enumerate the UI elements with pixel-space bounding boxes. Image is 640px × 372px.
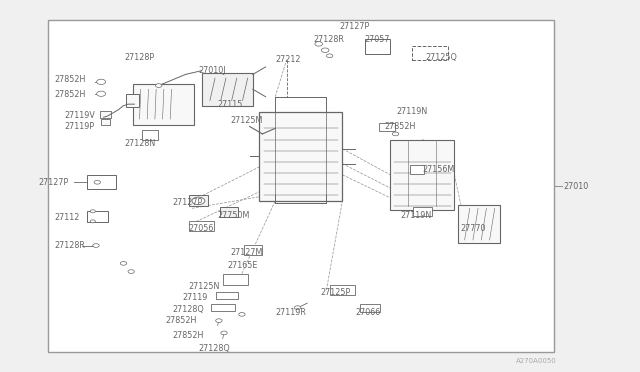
Bar (413, 46, 448, 60)
Text: 27852H: 27852H (384, 122, 415, 131)
Bar (202, 73, 253, 106)
Circle shape (94, 180, 100, 184)
Bar (413, 207, 432, 216)
Bar (101, 119, 110, 125)
Bar (216, 292, 238, 299)
Text: 27057: 27057 (365, 35, 390, 44)
Bar (365, 39, 390, 54)
Circle shape (315, 42, 323, 46)
Circle shape (239, 312, 245, 316)
Circle shape (93, 244, 99, 247)
Bar (189, 195, 208, 206)
Bar (330, 285, 355, 295)
Text: 27010: 27010 (563, 182, 588, 190)
Text: 27127P: 27127P (339, 22, 369, 31)
Text: 27010J: 27010J (198, 66, 226, 75)
Text: 27125M: 27125M (230, 116, 263, 125)
Circle shape (192, 197, 205, 205)
Text: 27128P: 27128P (125, 53, 155, 62)
Bar (189, 221, 214, 231)
Bar (126, 94, 139, 107)
Circle shape (156, 84, 162, 87)
Text: 27119V: 27119V (64, 111, 95, 120)
Circle shape (221, 331, 227, 335)
Circle shape (120, 262, 127, 265)
Text: 27127P: 27127P (173, 198, 203, 207)
Bar (360, 304, 380, 312)
Bar (48, 20, 554, 352)
Text: 27852H: 27852H (165, 316, 196, 325)
Text: 27128Q: 27128Q (173, 305, 205, 314)
Text: A270A0050: A270A0050 (516, 358, 557, 364)
Bar (211, 304, 235, 311)
Circle shape (97, 91, 106, 96)
Text: 27128Q: 27128Q (198, 344, 230, 353)
Text: 27852H: 27852H (173, 331, 204, 340)
Text: 27125P: 27125P (320, 288, 350, 296)
Circle shape (321, 48, 329, 52)
Bar (410, 164, 424, 174)
Text: 27770: 27770 (461, 224, 486, 233)
Circle shape (294, 306, 301, 310)
Text: 27112: 27112 (54, 213, 80, 222)
Text: 27128N: 27128N (125, 139, 156, 148)
Text: 27056: 27056 (189, 224, 214, 233)
Bar (87, 211, 108, 222)
Text: 27119N: 27119N (397, 107, 428, 116)
Circle shape (90, 210, 95, 213)
Bar (380, 123, 396, 131)
Text: 27119: 27119 (182, 293, 208, 302)
Bar (458, 205, 499, 243)
Bar (223, 274, 248, 285)
Bar (100, 111, 111, 118)
Text: 27750M: 27750M (218, 211, 250, 220)
Circle shape (128, 270, 134, 273)
Circle shape (326, 54, 333, 58)
Circle shape (90, 220, 95, 223)
Circle shape (392, 132, 399, 136)
Text: 27128R: 27128R (54, 241, 85, 250)
Text: 27156M: 27156M (422, 165, 454, 174)
Text: 27852H: 27852H (54, 76, 86, 84)
Text: 27127P: 27127P (38, 178, 68, 187)
Circle shape (216, 319, 222, 323)
Text: 27125N: 27125N (189, 282, 220, 291)
Text: 27127M: 27127M (230, 248, 263, 257)
Bar (87, 175, 115, 189)
Text: 27115: 27115 (218, 100, 243, 109)
Bar (220, 207, 238, 217)
Text: 27165E: 27165E (227, 262, 257, 270)
Text: 27212: 27212 (275, 55, 301, 64)
Bar (259, 112, 342, 201)
Text: 27066: 27066 (355, 308, 380, 317)
Text: 27852H: 27852H (54, 90, 86, 99)
Bar (142, 130, 158, 140)
Bar (390, 140, 454, 210)
Text: 27119R: 27119R (275, 308, 306, 317)
Circle shape (97, 79, 106, 84)
Text: 27119N: 27119N (400, 211, 431, 220)
Bar (133, 84, 193, 125)
Text: 27128R: 27128R (314, 35, 344, 44)
Text: 27125Q: 27125Q (426, 53, 458, 62)
Bar (244, 246, 262, 254)
Text: 27119P: 27119P (64, 122, 94, 131)
